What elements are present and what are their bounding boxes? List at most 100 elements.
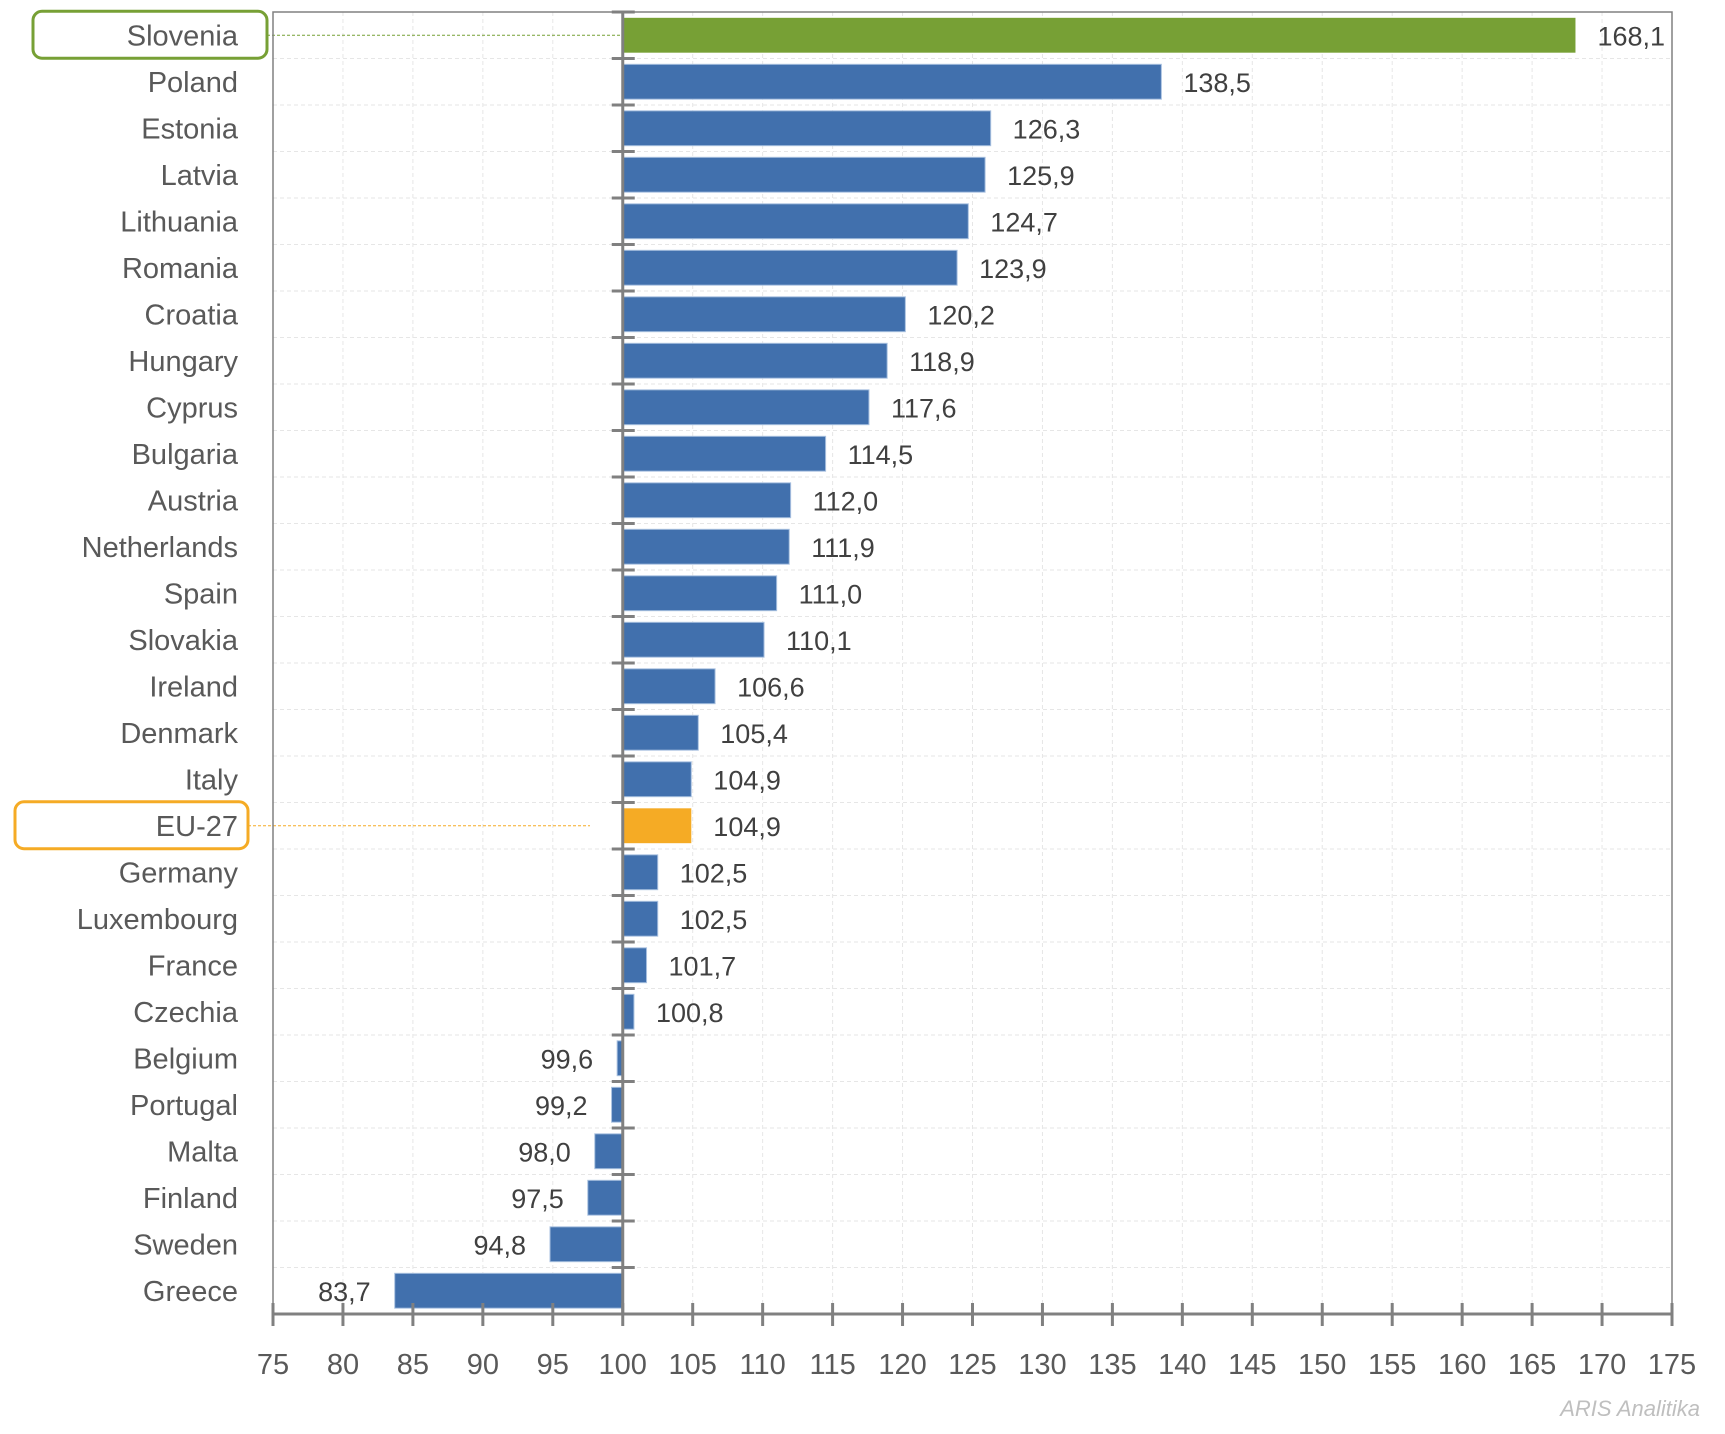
bar-portugal (611, 1086, 624, 1123)
category-label: Cyprus (146, 392, 238, 424)
bar-spain (622, 575, 778, 612)
value-label: 99,6 (541, 1044, 594, 1074)
category-label: Slovakia (128, 625, 238, 657)
bar-sweden (549, 1226, 624, 1263)
category-label: Denmark (120, 718, 238, 750)
bar-slovakia (622, 621, 765, 658)
watermark: ARIS Analitika (1558, 1396, 1700, 1421)
bar-poland (622, 63, 1162, 100)
x-tick-label: 160 (1438, 1349, 1486, 1381)
category-label: Ireland (149, 671, 238, 703)
value-label: 102,5 (680, 905, 748, 935)
value-label: 168,1 (1597, 21, 1665, 51)
bar-germany (622, 854, 659, 891)
x-tick-label: 115 (809, 1349, 855, 1381)
x-tick-label: 110 (740, 1349, 786, 1381)
bar-italy (622, 761, 692, 798)
bar-france (622, 947, 648, 984)
bar-finland (587, 1179, 624, 1216)
category-label: Spain (164, 578, 238, 610)
x-tick-label: 170 (1578, 1349, 1626, 1381)
category-label: Poland (148, 67, 238, 99)
bars (394, 17, 1576, 1309)
value-label: 106,6 (737, 672, 805, 702)
value-label: 98,0 (518, 1137, 571, 1167)
bar-ireland (622, 668, 716, 705)
gridlines (273, 12, 1672, 1314)
x-tick-label: 80 (327, 1349, 359, 1381)
value-label: 94,8 (473, 1230, 526, 1260)
value-label: 112,0 (813, 486, 879, 516)
bar-eu-27 (622, 808, 692, 844)
value-label: 124,7 (990, 207, 1058, 237)
bar-croatia (622, 296, 906, 333)
value-label: 117,6 (891, 393, 957, 423)
x-tick-label: 145 (1228, 1349, 1276, 1381)
bar-luxembourg (622, 900, 659, 937)
x-tick-label: 90 (467, 1349, 499, 1381)
x-tick-label: 95 (537, 1349, 569, 1381)
x-tick-label: 135 (1088, 1349, 1136, 1381)
value-label: 123,9 (979, 254, 1047, 284)
x-tick-label: 150 (1298, 1349, 1346, 1381)
bar-czechia (622, 993, 635, 1030)
value-label: 138,5 (1183, 68, 1251, 98)
bar-lithuania (622, 203, 969, 240)
x-tick-label: 75 (257, 1349, 289, 1381)
x-tick-label: 100 (599, 1349, 647, 1381)
value-label: 111,0 (799, 579, 863, 609)
bar-slovenia (622, 17, 1576, 53)
bar-estonia (622, 110, 992, 147)
category-label: Finland (143, 1183, 238, 1215)
bar-latvia (622, 156, 986, 193)
x-tick-label: 125 (948, 1349, 996, 1381)
category-label: Austria (148, 485, 239, 517)
category-label: Luxembourg (77, 904, 238, 936)
x-tick-label: 105 (669, 1349, 717, 1381)
category-label: Czechia (133, 997, 239, 1029)
category-labels: Slovenia Poland Estonia Latvia Lithuania Roma… (77, 20, 239, 1308)
x-tick-label: 85 (397, 1349, 429, 1381)
value-label: 114,5 (848, 440, 914, 470)
x-tick-label: 120 (878, 1349, 926, 1381)
value-label: 120,2 (927, 300, 995, 330)
value-label: 83,7 (318, 1277, 371, 1307)
x-tick-label: 165 (1508, 1349, 1556, 1381)
category-label: EU-27 (156, 811, 238, 843)
category-label: Slovenia (127, 20, 239, 52)
value-label: 110,1 (786, 626, 852, 656)
category-label: Romania (122, 253, 239, 285)
bar-cyprus (622, 389, 870, 426)
category-label: Malta (167, 1136, 239, 1168)
value-labels: 168,1 138,5 126,3 125,9 124,7 123,9 120,2 118,9… (318, 21, 1665, 1307)
x-axis: 75 80 85 90 95 100 105 110 115 120 125 130 135 140 145… (257, 1303, 1696, 1381)
category-label: Lithuania (120, 206, 239, 238)
plot-frame (272, 10, 1673, 1316)
category-label: Sweden (133, 1229, 238, 1261)
x-tick-label: 155 (1368, 1349, 1416, 1381)
category-label: Portugal (130, 1090, 238, 1122)
bar-malta (594, 1133, 624, 1170)
category-label: Germany (119, 857, 239, 889)
highlight-annotations (13, 9, 623, 851)
category-label: Hungary (128, 346, 238, 378)
category-label: France (148, 950, 238, 982)
category-label: Netherlands (82, 532, 238, 564)
category-label: Estonia (141, 113, 239, 145)
value-label: 118,9 (909, 347, 975, 377)
value-label: 111,9 (811, 533, 875, 563)
bar-austria (622, 482, 792, 519)
bar-hungary (622, 342, 888, 379)
value-label: 99,2 (535, 1091, 588, 1121)
bar-netherlands (622, 528, 790, 565)
x-tick-label: 175 (1648, 1349, 1696, 1381)
value-label: 101,7 (669, 951, 737, 981)
x-tick-label: 130 (1018, 1349, 1066, 1381)
value-label: 102,5 (680, 858, 748, 888)
bar-denmark (622, 714, 699, 751)
category-label: Croatia (145, 299, 239, 331)
bar-greece (394, 1272, 624, 1309)
category-label: Greece (143, 1276, 238, 1308)
value-label: 126,3 (1013, 114, 1081, 144)
